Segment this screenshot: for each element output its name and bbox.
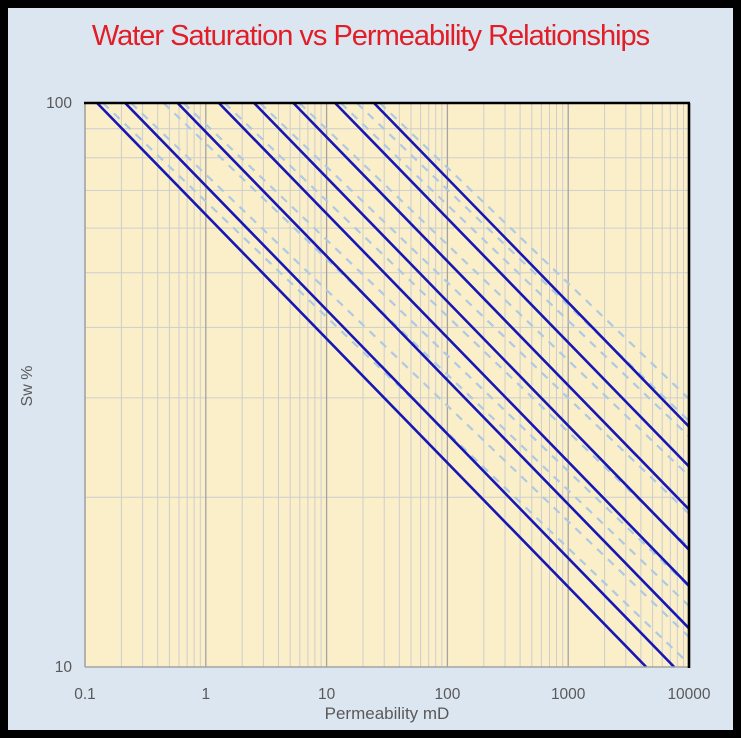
dashed-line-10 bbox=[379, 102, 690, 400]
solid-line-5 bbox=[253, 102, 690, 551]
dashed-line-8 bbox=[340, 102, 690, 438]
x-tick-label-10: 10 bbox=[317, 686, 336, 703]
x-tick-label-0.1: 0.1 bbox=[74, 686, 96, 703]
solid-line-4 bbox=[217, 102, 690, 587]
dashed-line-5 bbox=[223, 102, 690, 549]
solid-line-2 bbox=[124, 102, 676, 668]
solid-line-6 bbox=[292, 102, 690, 511]
solid-line-3 bbox=[176, 102, 690, 630]
x-tick-label-1: 1 bbox=[201, 686, 211, 703]
y-tick-label-10: 10 bbox=[54, 659, 72, 676]
y-axis-title: Sw % bbox=[19, 365, 36, 407]
series-solid-group bbox=[96, 102, 690, 668]
plot-background bbox=[85, 103, 689, 667]
plot-frame bbox=[84, 101, 691, 668]
dashed-line-1 bbox=[102, 102, 690, 665]
dashed-line-9 bbox=[356, 102, 690, 422]
solid-line-1 bbox=[96, 102, 648, 668]
dashed-line-4 bbox=[182, 102, 690, 588]
y-tick-label-100: 100 bbox=[46, 95, 72, 112]
chart-title: Water Saturation vs Permeability Relatio… bbox=[91, 20, 650, 52]
x-tick-label-10000: 10000 bbox=[667, 686, 711, 703]
solid-line-7 bbox=[334, 102, 690, 468]
gridlines-minor bbox=[85, 103, 689, 667]
solid-line-8 bbox=[373, 102, 690, 428]
x-tick-label-100: 100 bbox=[434, 686, 461, 703]
x-tick-label-1000: 1000 bbox=[550, 686, 586, 703]
series-dashed-group bbox=[102, 102, 690, 665]
dashed-line-3 bbox=[162, 102, 690, 607]
x-axis-title: Permeability mD bbox=[324, 704, 450, 723]
